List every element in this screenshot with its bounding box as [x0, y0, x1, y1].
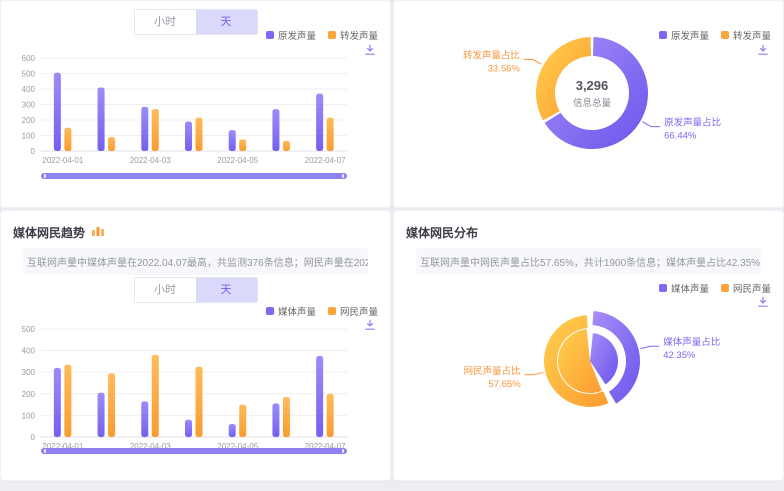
- panel-title-text: 媒体网民趋势: [13, 226, 86, 240]
- svg-text:300: 300: [22, 101, 36, 110]
- chart-legend: 媒体声量 网民声量: [265, 304, 378, 318]
- svg-text:网民声量占比: 网民声量占比: [464, 365, 521, 377]
- panel-title: 媒体网民趋势: [13, 224, 105, 241]
- legend-item[interactable]: 媒体声量: [658, 281, 709, 295]
- svg-text:600: 600: [22, 54, 36, 63]
- legend-label: 网民声量: [732, 284, 771, 295]
- legend-label: 媒体声量: [670, 284, 709, 295]
- legend-dot: [265, 307, 274, 315]
- download-icon[interactable]: [757, 295, 769, 307]
- legend-item[interactable]: 原发声量: [265, 28, 316, 42]
- legend-item[interactable]: 原发声量: [658, 28, 709, 42]
- data-zoom-slider[interactable]: [41, 173, 347, 179]
- time-granularity-toggle: 小时 天: [133, 277, 258, 303]
- svg-text:57.65%: 57.65%: [488, 379, 521, 390]
- svg-text:转发声量占比: 转发声量占比: [463, 49, 520, 61]
- legend-dot: [658, 284, 667, 292]
- download-icon[interactable]: [364, 43, 376, 55]
- svg-text:0: 0: [31, 147, 36, 156]
- panel-origin-repost-share: 原发声量 转发声量 原发声量占比 66.44% 转发声量占比 33.56% 3,296 信息…: [393, 0, 784, 208]
- svg-text:33.56%: 33.56%: [488, 63, 521, 74]
- panel-media-netizen-share: 媒体网民分布 互联网声量中网民声量占比57.65%，共计1900条信息；媒体声量…: [393, 210, 784, 481]
- svg-text:0: 0: [31, 433, 36, 442]
- time-granularity-toggle: 小时 天: [133, 9, 258, 35]
- legend-label: 原发声量: [277, 31, 316, 42]
- download-icon[interactable]: [364, 318, 376, 330]
- legend-item[interactable]: 媒体声量: [265, 304, 316, 318]
- svg-text:2022-04-01: 2022-04-01: [42, 156, 83, 165]
- svg-text:300: 300: [22, 368, 36, 377]
- chart-legend: 媒体声量 网民声量: [658, 281, 771, 295]
- legend-label: 原发声量: [670, 31, 709, 42]
- legend-dot: [658, 31, 667, 39]
- legend-label: 转发声量: [339, 31, 378, 42]
- svg-text:200: 200: [22, 390, 36, 399]
- toggle-hour-button[interactable]: 小时: [134, 278, 196, 302]
- svg-text:信息总量: 信息总量: [573, 97, 612, 109]
- svg-text:66.44%: 66.44%: [664, 131, 697, 142]
- svg-text:2022-04-03: 2022-04-03: [130, 442, 171, 451]
- legend-dot: [720, 284, 729, 292]
- svg-text:2022-04-05: 2022-04-05: [217, 156, 258, 165]
- legend-item[interactable]: 转发声量: [327, 28, 378, 42]
- legend-item[interactable]: 网民声量: [720, 281, 771, 295]
- panel-title: 媒体网民分布: [406, 224, 478, 241]
- legend-item[interactable]: 转发声量: [720, 28, 771, 42]
- legend-item[interactable]: 网民声量: [327, 304, 378, 318]
- legend-dot: [720, 31, 729, 39]
- chart-legend: 原发声量 转发声量: [265, 28, 378, 42]
- svg-text:原发声量占比: 原发声量占比: [664, 117, 721, 129]
- page-bottom-strip: [0, 483, 784, 491]
- svg-text:2022-04-07: 2022-04-07: [305, 442, 346, 451]
- svg-text:400: 400: [22, 85, 36, 94]
- legend-label: 媒体声量: [277, 307, 316, 318]
- panel-title-text: 媒体网民分布: [406, 226, 479, 240]
- svg-text:500: 500: [22, 325, 36, 334]
- origin-repost-donut-chart: 原发声量占比 66.44% 转发声量占比 33.56% 3,296 信息总量: [463, 37, 721, 149]
- media-netizen-bar-chart: 0 100 200 300 400 500 2022-04-01 2022-04-03 2022…: [22, 325, 347, 451]
- chart-legend: 原发声量 转发声量: [658, 28, 771, 42]
- svg-text:500: 500: [22, 70, 36, 79]
- toggle-day-button[interactable]: 天: [195, 10, 257, 34]
- legend-label: 网民声量: [339, 307, 378, 318]
- media-netizen-rose-chart: 媒体声量占比 42.35% 网民声量占比 57.65%: [464, 311, 720, 407]
- summary-banner: 互联网声量中网民声量占比57.65%，共计1900条信息；媒体声量占比42.35…: [416, 248, 761, 275]
- legend-dot: [327, 307, 336, 315]
- svg-text:2022-04-03: 2022-04-03: [130, 156, 171, 165]
- toggle-day-button[interactable]: 天: [195, 278, 257, 302]
- toggle-hour-button[interactable]: 小时: [134, 10, 196, 34]
- svg-text:3,296: 3,296: [576, 78, 609, 93]
- svg-text:2022-04-01: 2022-04-01: [42, 442, 83, 451]
- download-icon[interactable]: [757, 43, 769, 55]
- legend-dot: [327, 31, 336, 39]
- summary-banner: 互联网声量中媒体声量在2022.04.07最高，共监测376条信息；网民声量在2…: [23, 248, 368, 275]
- panel-origin-repost-trend: 小时 天 原发声量 转发声量 0 100 200 300 400 500 600 2022-04…: [0, 0, 391, 208]
- svg-text:2022-04-05: 2022-04-05: [217, 442, 258, 451]
- svg-text:100: 100: [22, 411, 36, 420]
- panel-media-netizen-trend: 媒体网民趋势 互联网声量中媒体声量在2022.04.07最高，共监测376条信息…: [0, 210, 391, 481]
- dashboard: 小时 天 原发声量 转发声量 0 100 200 300 400 500 600 2022-04…: [0, 0, 784, 481]
- svg-text:2022-04-07: 2022-04-07: [305, 156, 346, 165]
- data-zoom-slider[interactable]: [41, 448, 347, 454]
- legend-dot: [265, 31, 274, 39]
- svg-text:媒体声量占比: 媒体声量占比: [663, 336, 720, 348]
- svg-text:200: 200: [22, 116, 36, 125]
- origin-repost-bar-chart: 0 100 200 300 400 500 600 2022-04-01 2022-04-03 2…: [22, 54, 347, 165]
- legend-label: 转发声量: [732, 31, 771, 42]
- bar-chart-icon: [91, 225, 105, 240]
- svg-text:42.35%: 42.35%: [663, 350, 696, 361]
- svg-text:400: 400: [22, 347, 36, 356]
- svg-text:100: 100: [22, 132, 36, 141]
